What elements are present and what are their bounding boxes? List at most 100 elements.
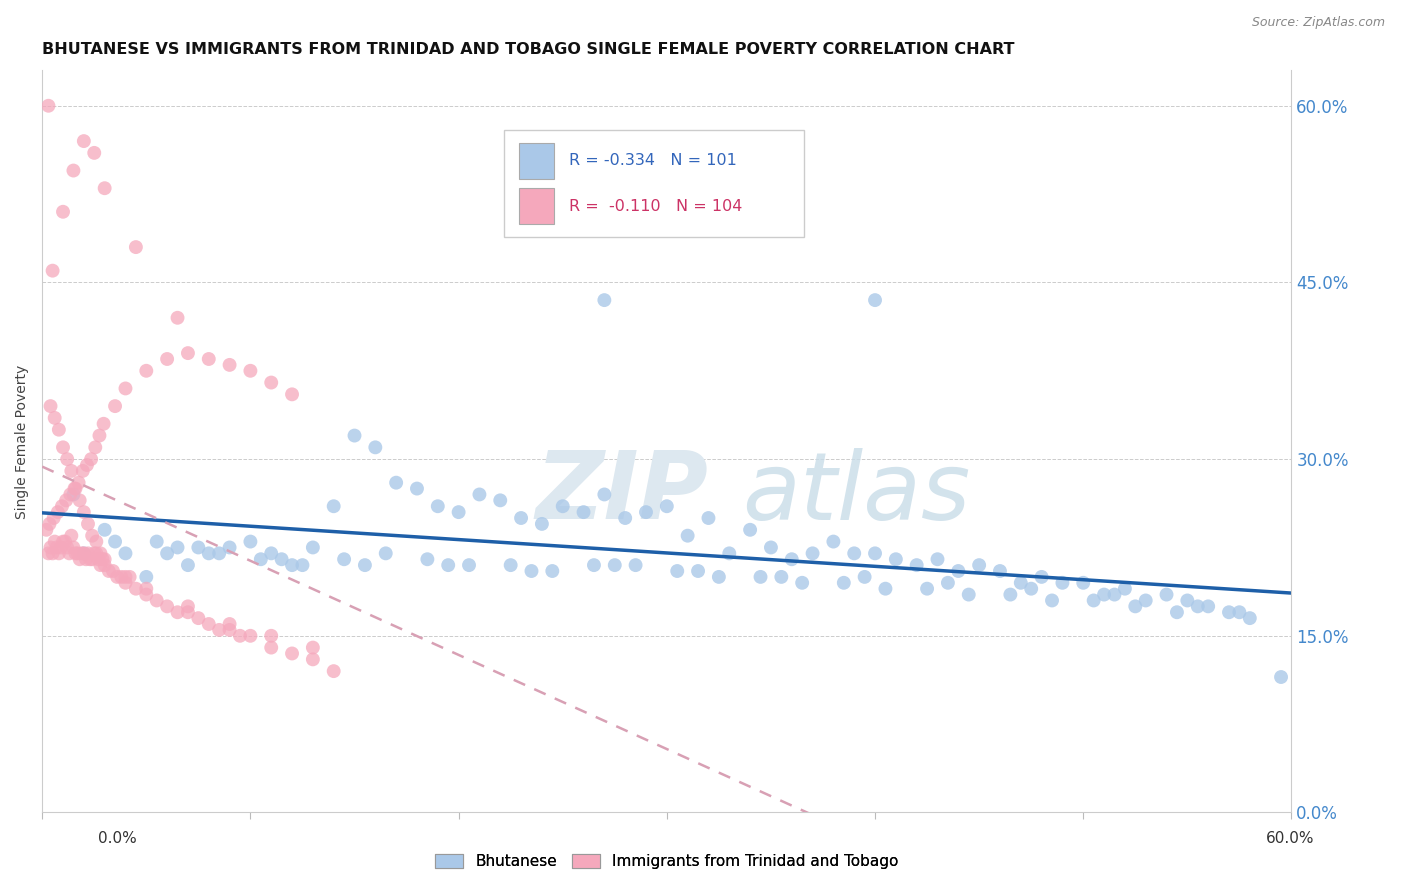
Point [55,493,77,508]
Point [104,534,127,549]
Point [86,534,108,549]
Point [863,546,886,560]
Point [86,546,108,560]
Point [177,599,200,614]
Point [77,516,100,531]
Point [624,558,647,573]
Point [458,558,481,573]
Point [364,441,387,455]
Point [988,564,1011,578]
Point [52,534,75,549]
Point [1123,599,1146,614]
Point [177,605,200,619]
Point [69,493,91,508]
Point [125,240,148,254]
Point [936,575,959,590]
Point [70,546,93,560]
Point [145,593,167,607]
Point [499,558,522,573]
Text: Source: ZipAtlas.com: Source: ZipAtlas.com [1251,16,1385,29]
Point [582,558,605,573]
Legend: Bhutanese, Immigrants from Trinidad and Tobago: Bhutanese, Immigrants from Trinidad and … [429,848,904,875]
Point [572,505,595,519]
Point [302,652,325,666]
Point [530,516,553,531]
Point [156,546,179,560]
Point [1114,582,1136,596]
Y-axis label: Single Female Poverty: Single Female Poverty [15,364,30,518]
Text: atlas: atlas [742,448,970,539]
Point [718,546,741,560]
Point [541,564,564,578]
Point [65,546,87,560]
Point [844,546,866,560]
Point [437,558,460,573]
Point [759,541,782,555]
Point [801,546,824,560]
Point [38,516,60,531]
Point [281,647,304,661]
Point [520,564,543,578]
Point [510,511,533,525]
Point [135,570,157,584]
Point [1218,605,1240,619]
Point [93,523,115,537]
Point [76,458,98,472]
Point [44,534,66,549]
Point [875,582,897,596]
Point [65,482,87,496]
Text: BHUTANESE VS IMMIGRANTS FROM TRINIDAD AND TOBAGO SINGLE FEMALE POVERTY CORRELATI: BHUTANESE VS IMMIGRANTS FROM TRINIDAD AN… [42,42,1015,57]
Point [177,558,200,573]
Point [84,441,107,455]
Point [51,500,73,514]
Point [1156,588,1178,602]
Point [697,511,720,525]
Point [62,163,84,178]
Point [67,475,90,490]
Point [1197,599,1219,614]
Point [322,500,344,514]
Text: 0.0%: 0.0% [98,831,138,846]
Point [302,541,325,555]
Point [114,381,136,395]
Point [89,428,111,442]
Point [863,293,886,307]
Point [41,263,63,277]
Point [1135,593,1157,607]
Point [489,493,512,508]
Point [593,487,616,501]
Point [385,475,408,490]
Point [406,482,429,496]
Point [48,423,70,437]
Point [101,564,124,578]
Point [63,482,86,496]
Point [79,552,101,566]
Point [343,428,366,442]
Point [44,410,66,425]
Point [655,500,678,514]
Point [89,546,111,560]
Point [73,505,96,519]
Point [77,546,100,560]
Point [1052,575,1074,590]
Point [1104,588,1126,602]
Point [145,534,167,549]
Point [60,464,83,478]
Point [52,204,75,219]
Point [53,534,76,549]
Point [39,541,62,555]
Point [58,546,80,560]
Point [104,399,127,413]
Point [915,582,938,596]
Point [91,552,114,566]
Point [281,558,304,573]
Point [166,541,188,555]
Point [60,529,83,543]
Point [551,500,574,514]
Point [73,546,96,560]
Point [229,629,252,643]
Point [260,629,283,643]
Point [56,541,79,555]
Point [780,552,803,566]
Point [49,541,72,555]
